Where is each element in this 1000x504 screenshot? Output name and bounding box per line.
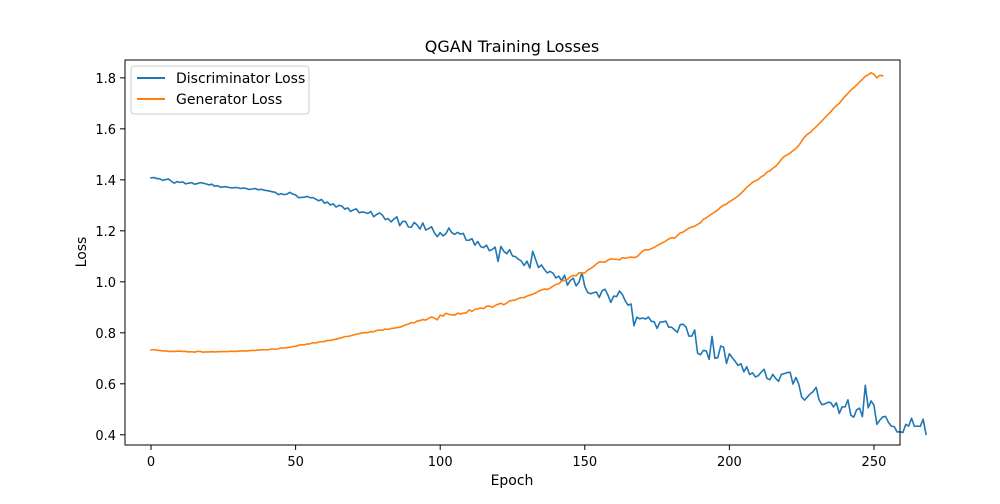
y-tick-label: 1.8 (95, 72, 116, 87)
x-tick-label: 200 (717, 455, 742, 470)
y-tick-label: 1.0 (95, 276, 116, 291)
legend-box (130, 65, 310, 115)
x-tick-label: 50 (287, 455, 304, 470)
discriminator-loss-line (150, 176, 927, 436)
x-tick-label: 250 (862, 455, 887, 470)
y-tick-label: 1.4 (95, 174, 116, 189)
chart-title: QGAN Training Losses (425, 37, 599, 56)
legend: Discriminator Loss Generator Loss (130, 65, 310, 115)
x-axis-ticks: 0 50 100 150 200 250 (147, 445, 887, 470)
plot-frame (124, 59, 901, 446)
x-tick-label: 150 (572, 455, 597, 470)
legend-label-generator: Generator Loss (176, 92, 282, 108)
x-axis-label: Epoch (491, 473, 534, 489)
y-tick-label: 0.8 (95, 327, 116, 342)
y-axis-ticks: 0.4 0.6 0.8 1.0 1.2 1.4 1.6 1.8 (95, 72, 125, 444)
y-tick-label: 0.4 (95, 429, 116, 444)
y-tick-label: 0.6 (95, 378, 116, 393)
x-tick-label: 0 (147, 455, 155, 470)
legend-label-discriminator: Discriminator Loss (176, 71, 305, 87)
y-axis-label: Loss (74, 237, 90, 268)
generator-loss-line (150, 71, 884, 353)
series-layer (150, 71, 927, 436)
y-tick-label: 1.6 (95, 123, 116, 138)
y-tick-label: 1.2 (95, 225, 116, 240)
x-tick-label: 100 (428, 455, 453, 470)
